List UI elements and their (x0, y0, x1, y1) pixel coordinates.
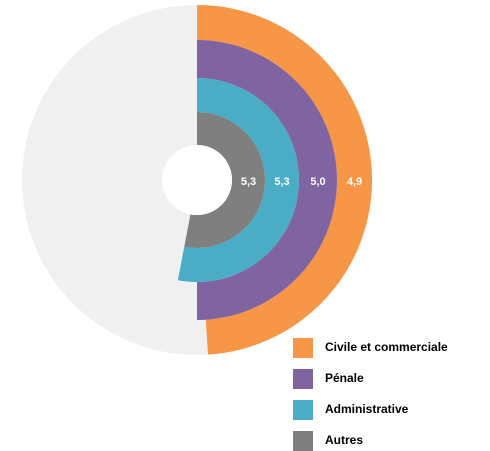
value-label: 5,0 (310, 176, 325, 188)
legend-label: Civile et commerciale (325, 340, 448, 354)
value-label: 5,3 (274, 176, 289, 188)
legend-label: Autres (325, 433, 363, 447)
value-label: 4,9 (347, 176, 362, 188)
radial-bar (197, 40, 337, 320)
value-label: 5,3 (241, 176, 256, 188)
center-hole (162, 145, 232, 215)
legend-label: Administrative (325, 402, 409, 416)
legend-swatch (293, 338, 313, 358)
radial-bar (177, 78, 299, 282)
radial-bar (184, 112, 265, 248)
legend-swatch (293, 400, 313, 420)
radial-bar (197, 5, 372, 355)
legend-label: Pénale (325, 371, 364, 385)
legend-swatch (293, 369, 313, 389)
legend-swatch (293, 431, 313, 451)
